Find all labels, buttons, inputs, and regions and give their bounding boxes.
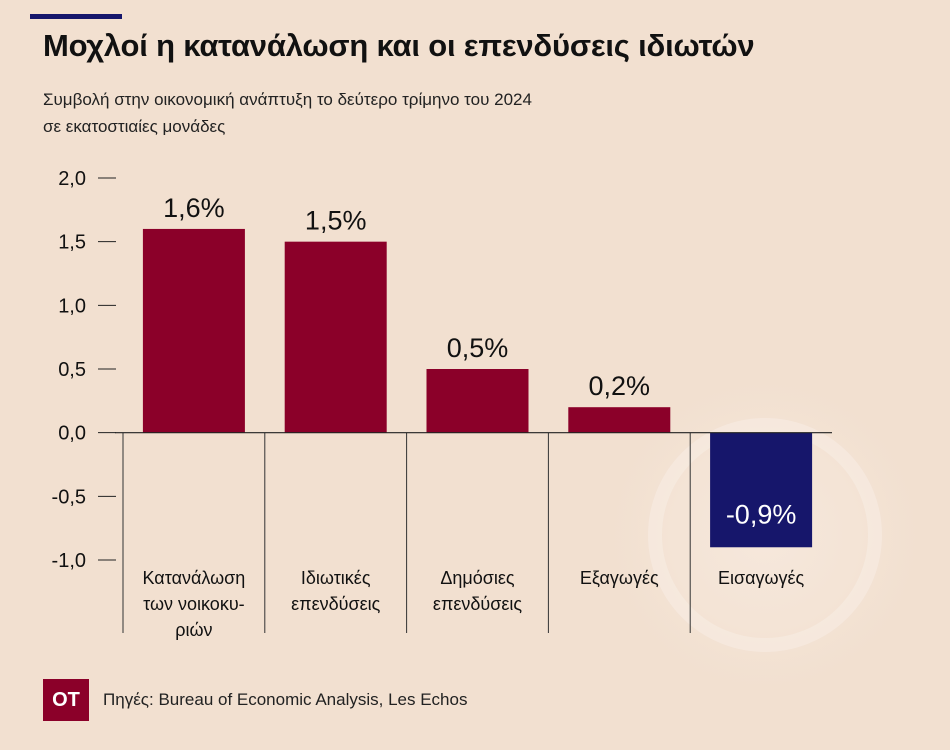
y-tick-label: 1,0 (58, 295, 86, 317)
bar-2 (426, 369, 529, 433)
chart-subtitle: Συμβολή στην οικονομική ανάπτυξη το δεύτ… (43, 86, 532, 140)
bar-4 (710, 432, 813, 548)
data-label: -0,9% (726, 499, 797, 529)
accent-bar (30, 14, 122, 19)
y-tick-label: -0,5 (52, 486, 86, 508)
bar-3 (568, 407, 671, 433)
category-label: ριών (175, 620, 212, 640)
data-label: 0,5% (447, 333, 509, 363)
y-tick-label: 0,0 (58, 423, 86, 445)
bar-1 (284, 241, 387, 433)
decorative-ring (648, 418, 882, 652)
data-label: 1,5% (305, 206, 367, 236)
category-label: επενδύσεις (291, 594, 380, 614)
y-tick-label: 1,5 (58, 232, 86, 254)
chart-title: Μοχλοί η κατανάλωση και οι επενδύσεις ιδ… (43, 28, 755, 63)
y-tick-label: -1,0 (52, 550, 86, 572)
bar-0 (142, 228, 245, 433)
y-tick-label: 2,0 (58, 168, 86, 190)
category-label: Εξαγωγές (580, 568, 659, 588)
data-label: 0,2% (589, 371, 651, 401)
subtitle-line-2: σε εκατοστιαίες μονάδες (43, 117, 226, 136)
category-label: Ιδιωτικές (301, 568, 371, 588)
category-label: Δημόσιες (440, 568, 515, 588)
subtitle-line-1: Συμβολή στην οικονομική ανάπτυξη το δεύτ… (43, 90, 532, 109)
outlet-logo: ΟΤ (43, 679, 89, 721)
y-tick-label: 0,5 (58, 359, 86, 381)
data-label: 1,6% (163, 193, 225, 223)
category-label: των νοικοκυ- (143, 594, 245, 614)
source-note: Πηγές: Bureau of Economic Analysis, Les … (103, 690, 468, 709)
category-label: Κατανάλωση (143, 568, 246, 588)
category-label: επενδύσεις (433, 594, 522, 614)
category-label: Εισαγωγές (718, 568, 805, 588)
